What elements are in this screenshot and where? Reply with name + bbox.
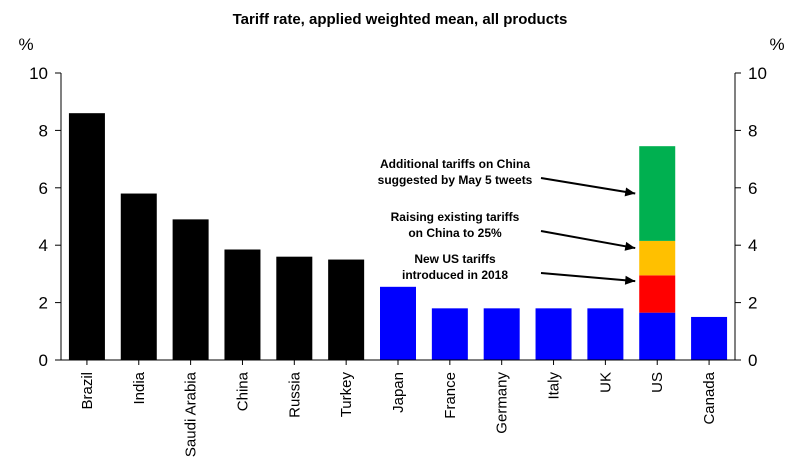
left-tick-label: 6 xyxy=(39,179,48,198)
category-label-saudi-arabia: Saudi Arabia xyxy=(183,371,200,457)
category-label-india: India xyxy=(131,371,148,404)
category-label-uk: UK xyxy=(597,372,614,393)
annotation-arrow-line xyxy=(540,230,636,250)
category-label-canada: Canada xyxy=(701,371,718,424)
category-label-us: US xyxy=(649,372,666,393)
category-label-turkey: Turkey xyxy=(338,372,355,418)
category-label-france: France xyxy=(442,372,459,419)
category-label-russia: Russia xyxy=(286,371,303,418)
right-axis-unit: % xyxy=(769,35,784,54)
bar-uk-s1 xyxy=(587,308,624,360)
bar-france-s1 xyxy=(431,308,468,360)
bar-canada-s1 xyxy=(691,316,728,360)
annotation-text: New US tariffs xyxy=(414,252,496,266)
right-tick-label: 0 xyxy=(748,351,757,370)
annotation-arrow-head xyxy=(624,241,636,251)
annotation-text: Additional tariffs on China xyxy=(380,157,530,171)
right-tick-label: 4 xyxy=(748,236,757,255)
bar-japan-s1 xyxy=(380,286,416,360)
annotation-arrow-line xyxy=(540,272,636,283)
annotation-arrow-head xyxy=(624,275,636,285)
left-tick-label: 10 xyxy=(29,64,48,83)
annotation-arrow-line xyxy=(540,177,636,195)
bar-italy-s1 xyxy=(535,308,572,360)
bar-us-s2 xyxy=(639,275,676,313)
category-label-germany: Germany xyxy=(494,372,511,434)
left-tick-label: 2 xyxy=(39,294,48,313)
bar-saudi-arabia-s0 xyxy=(172,219,209,360)
bar-us-s3 xyxy=(639,240,676,276)
annotation-text: on China to 25% xyxy=(408,226,502,240)
bar-brazil-s0 xyxy=(68,113,105,361)
annotation-text: suggested by May 5 tweets xyxy=(378,173,533,187)
bar-germany-s1 xyxy=(483,308,520,360)
category-label-china: China xyxy=(234,371,251,411)
category-label-italy: Italy xyxy=(546,372,563,400)
bar-us-s4 xyxy=(639,146,676,241)
right-tick-label: 2 xyxy=(748,294,757,313)
annotation-arrow-head xyxy=(624,187,636,197)
bar-russia-s0 xyxy=(276,256,313,360)
chart-title: Tariff rate, applied weighted mean, all … xyxy=(233,11,568,28)
right-tick-label: 10 xyxy=(748,64,767,83)
annotation-text: introduced in 2018 xyxy=(402,268,508,282)
right-tick-label: 8 xyxy=(748,121,757,140)
category-label-brazil: Brazil xyxy=(79,372,96,410)
bar-turkey-s0 xyxy=(328,259,365,360)
left-axis-unit: % xyxy=(18,35,33,54)
bar-china-s0 xyxy=(224,249,261,360)
category-label-japan: Japan xyxy=(390,372,407,413)
left-tick-label: 8 xyxy=(39,121,48,140)
left-tick-label: 0 xyxy=(39,351,48,370)
bar-us-s1 xyxy=(639,312,676,360)
left-tick-label: 4 xyxy=(39,236,48,255)
annotation-text: Raising existing tariffs xyxy=(391,210,520,224)
bar-india-s0 xyxy=(120,193,157,360)
right-tick-label: 6 xyxy=(748,179,757,198)
